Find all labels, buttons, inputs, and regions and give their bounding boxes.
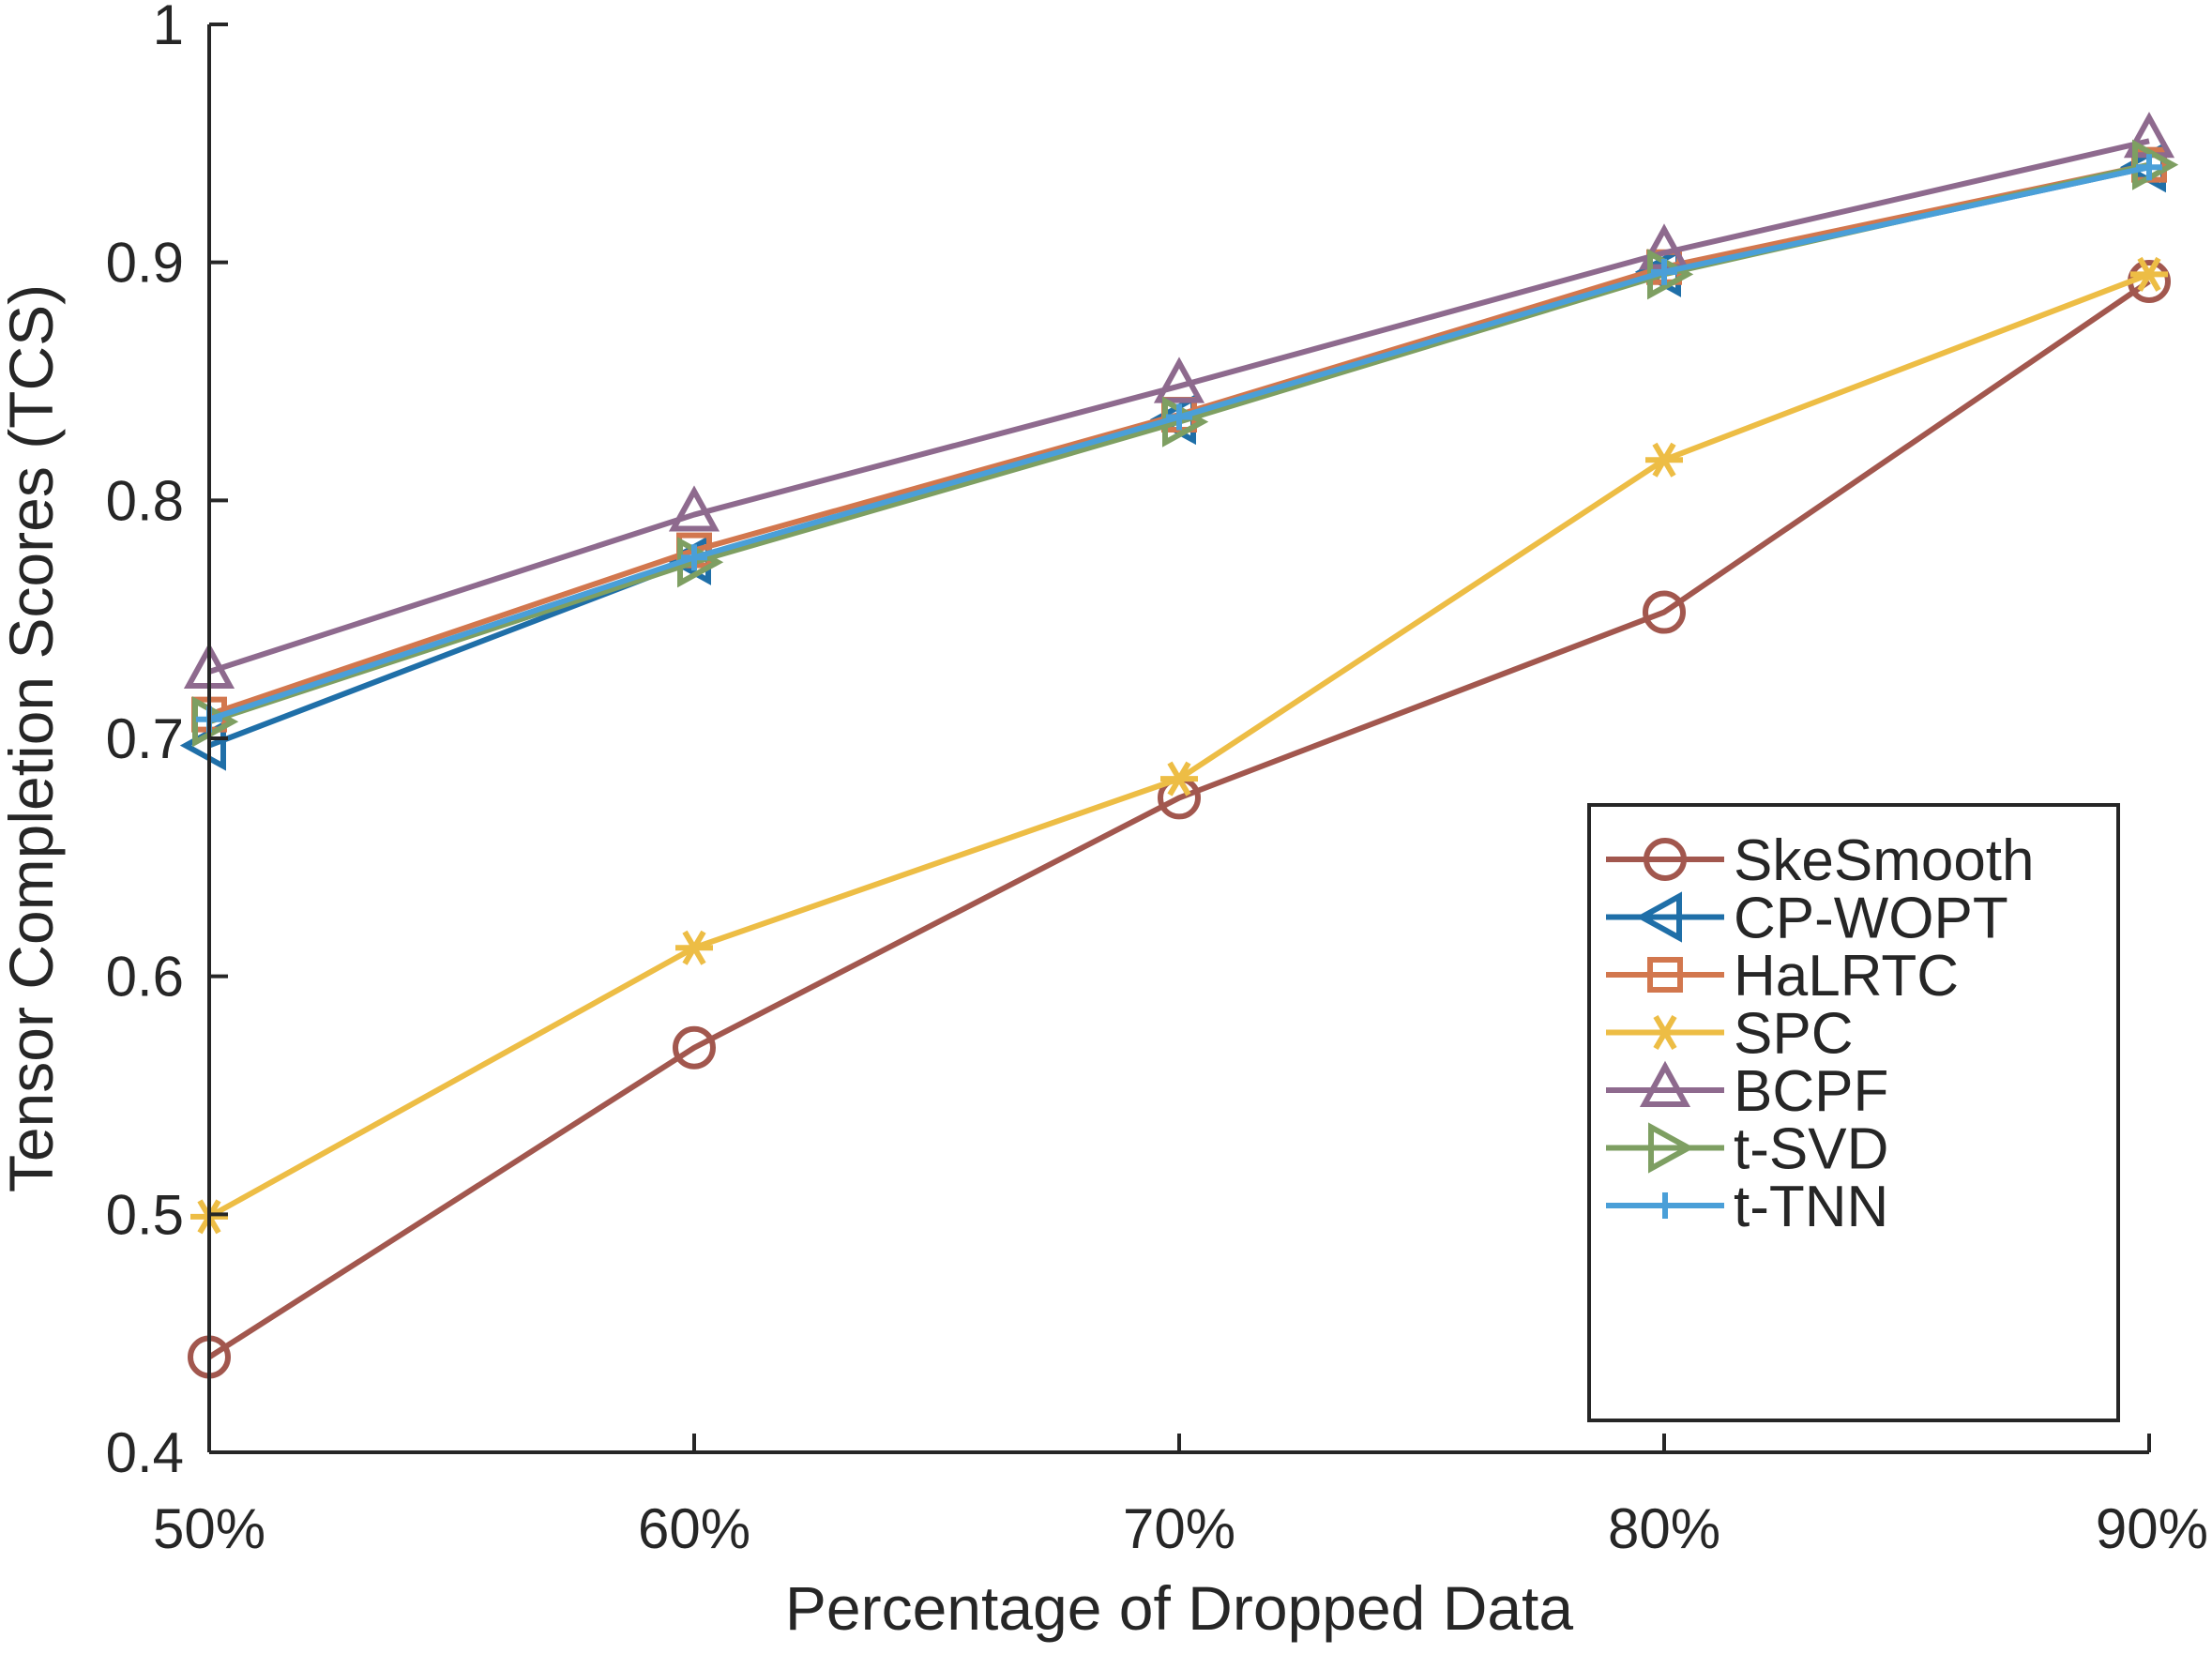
data-point	[2136, 154, 2162, 181]
x-tick-label: 80%	[1608, 1497, 1720, 1560]
data-point	[675, 930, 713, 965]
data-point	[1645, 442, 1683, 478]
data-point	[2130, 256, 2168, 292]
x-tick-label: 60%	[638, 1497, 750, 1560]
series-t-tnn	[196, 154, 2162, 733]
x-tick-label: 90%	[2096, 1497, 2208, 1560]
x-axis-label: Percentage of Dropped Data	[785, 1573, 1574, 1643]
legend-marker	[1639, 1060, 1691, 1107]
series-halrtc	[191, 146, 2167, 733]
legend-item: BCPF	[1606, 1059, 1888, 1124]
y-tick-label: 0.5	[106, 1183, 184, 1246]
legend-marker	[1652, 1192, 1678, 1219]
x-tick-label: 50%	[153, 1497, 265, 1560]
legend-label: t-SVD	[1734, 1117, 1888, 1182]
data-point	[192, 696, 239, 748]
legend-marker	[1635, 891, 1682, 943]
legend-label: CP-WOPT	[1734, 887, 2008, 951]
legend-marker	[1646, 1014, 1684, 1051]
y-tick-label: 0.6	[106, 946, 184, 1009]
data-point	[2132, 139, 2179, 190]
legend-label: SPC	[1734, 1002, 1853, 1067]
data-point	[1651, 258, 1677, 285]
x-tick-label: 70%	[1123, 1497, 1235, 1560]
data-point	[1153, 357, 1205, 403]
legend-item: CP-WOPT	[1606, 887, 2008, 951]
legend-marker	[1644, 838, 1687, 881]
series-cp-wopt	[179, 142, 2166, 771]
series-bcpf	[183, 112, 2175, 689]
series-line	[207, 164, 2150, 749]
legend-item: HaLRTC	[1606, 944, 1959, 1009]
data-point	[673, 1025, 716, 1070]
legend-item: SPC	[1606, 1002, 1853, 1067]
legend-item: SkeSmooth	[1606, 828, 2035, 893]
legend-marker	[1648, 1122, 1695, 1174]
data-point	[1166, 403, 1192, 431]
legend-item: t-SVD	[1606, 1117, 1888, 1182]
series-line	[207, 279, 2151, 1360]
legend-item: t-TNN	[1606, 1175, 1888, 1239]
y-tick-label: 0.8	[106, 469, 184, 532]
data-point	[668, 485, 720, 532]
legend-label: SkeSmooth	[1734, 828, 2035, 893]
series-t-svd	[192, 139, 2179, 748]
y-tick-label: 1	[153, 0, 184, 56]
y-tick-label: 0.4	[106, 1421, 184, 1484]
legend-marker	[1647, 957, 1683, 993]
legend-label: t-TNN	[1734, 1175, 1888, 1239]
y-axis-label: Tensor Completion Scores (TCS)	[0, 284, 66, 1192]
series-line	[208, 161, 2150, 725]
data-point	[1160, 761, 1198, 797]
data-point	[681, 544, 707, 571]
legend-label: HaLRTC	[1734, 944, 1959, 1009]
series-line	[208, 138, 2150, 675]
data-point	[1643, 590, 1686, 634]
ticks: 50% 60% 70% 80% 90% 0.4 0.5 0.6 0.7 0.8 0.9 1	[106, 0, 2208, 1560]
legend-label: BCPF	[1734, 1059, 1888, 1124]
y-tick-label: 0.9	[106, 232, 184, 295]
y-tick-label: 0.7	[106, 707, 184, 770]
